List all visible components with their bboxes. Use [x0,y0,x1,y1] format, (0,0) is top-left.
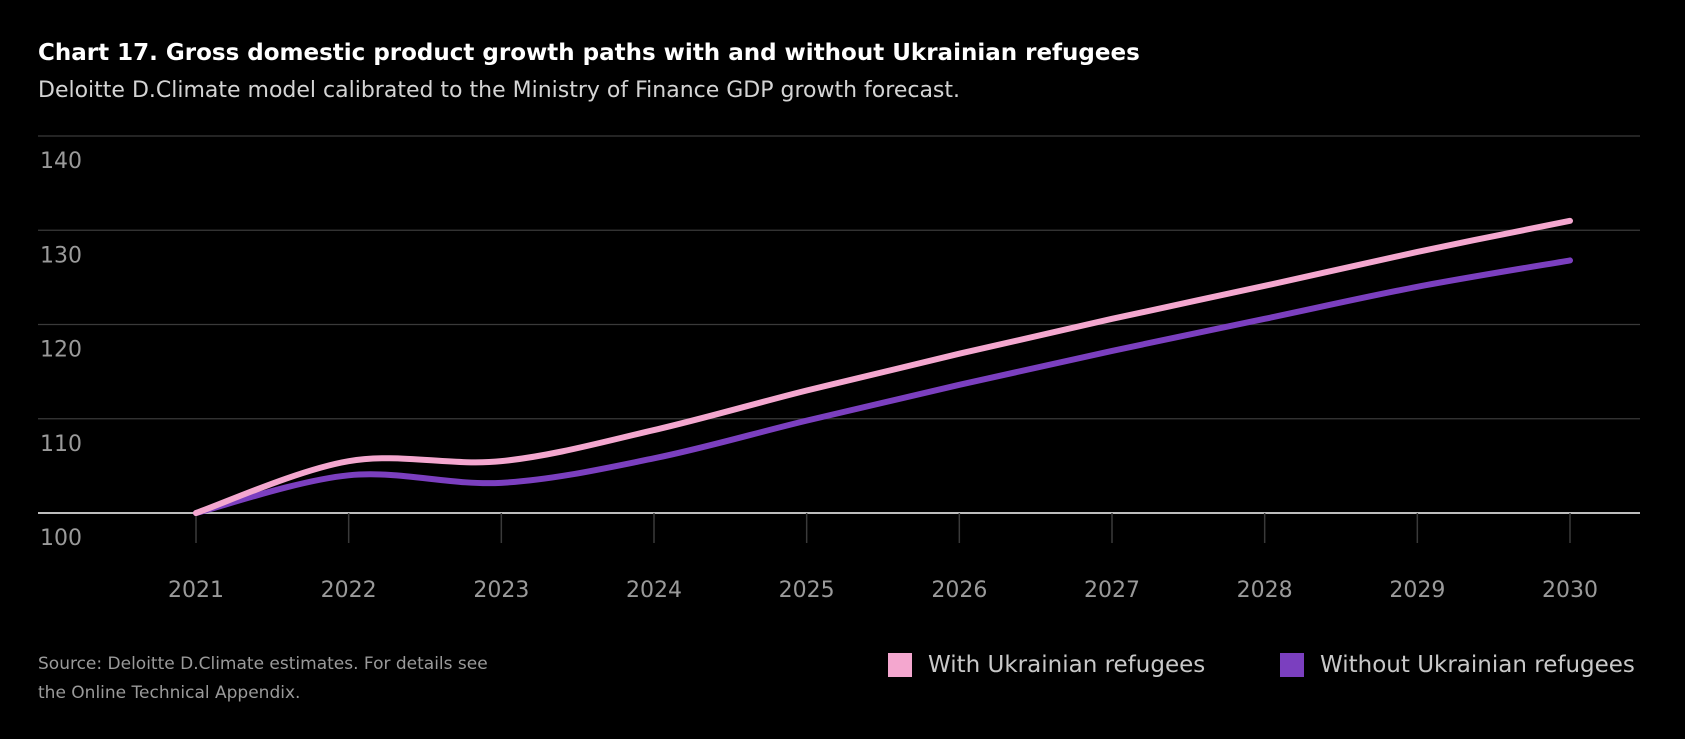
x-tick-label: 2022 [321,578,377,603]
y-tick-label: 140 [40,149,82,174]
source-line-2: the Online Technical Appendix. [38,683,301,703]
series-lines [193,217,1573,516]
source-line-1: Source: Deloitte D.Climate estimates. Fo… [38,654,488,674]
x-tick-label: 2023 [473,578,529,603]
x-tick-label: 2028 [1237,578,1293,603]
y-tick-label: 110 [40,432,82,457]
x-tick-label: 2021 [168,578,224,603]
y-tick-label: 130 [40,243,82,268]
legend-swatch-with-refugees [888,653,912,677]
y-tick-label: 120 [40,338,82,363]
legend-item-without-refugees: Without Ukrainian refugees [1280,652,1635,678]
legend-label-without-refugees: Without Ukrainian refugees [1320,652,1635,678]
x-tick-label: 2025 [779,578,835,603]
chart-title: Chart 17. Gross domestic product growth … [38,40,1140,66]
y-tick-label: 100 [40,526,82,551]
x-tick-label: 2029 [1389,578,1445,603]
gridlines [38,135,1640,514]
x-axis-ticks: 2021 2022 2023 2024 2025 2026 2027 2028 2029 2030 [168,513,1598,603]
x-tick-label: 2027 [1084,578,1140,603]
legend-item-with-refugees: With Ukrainian refugees [888,652,1205,678]
x-tick-label: 2030 [1542,578,1598,603]
series-line-with-refugees [193,217,1573,516]
source-note: Source: Deloitte D.Climate estimates. Fo… [38,650,558,708]
chart-subtitle: Deloitte D.Climate model calibrated to t… [38,78,961,103]
y-axis-ticks: 100 110 120 130 140 [40,149,82,551]
x-tick-label: 2024 [626,578,682,603]
x-tick-label: 2026 [931,578,987,603]
legend-label-with-refugees: With Ukrainian refugees [928,652,1206,678]
legend-swatch-without-refugees [1280,653,1304,677]
series-line-without-refugees [193,257,1573,516]
